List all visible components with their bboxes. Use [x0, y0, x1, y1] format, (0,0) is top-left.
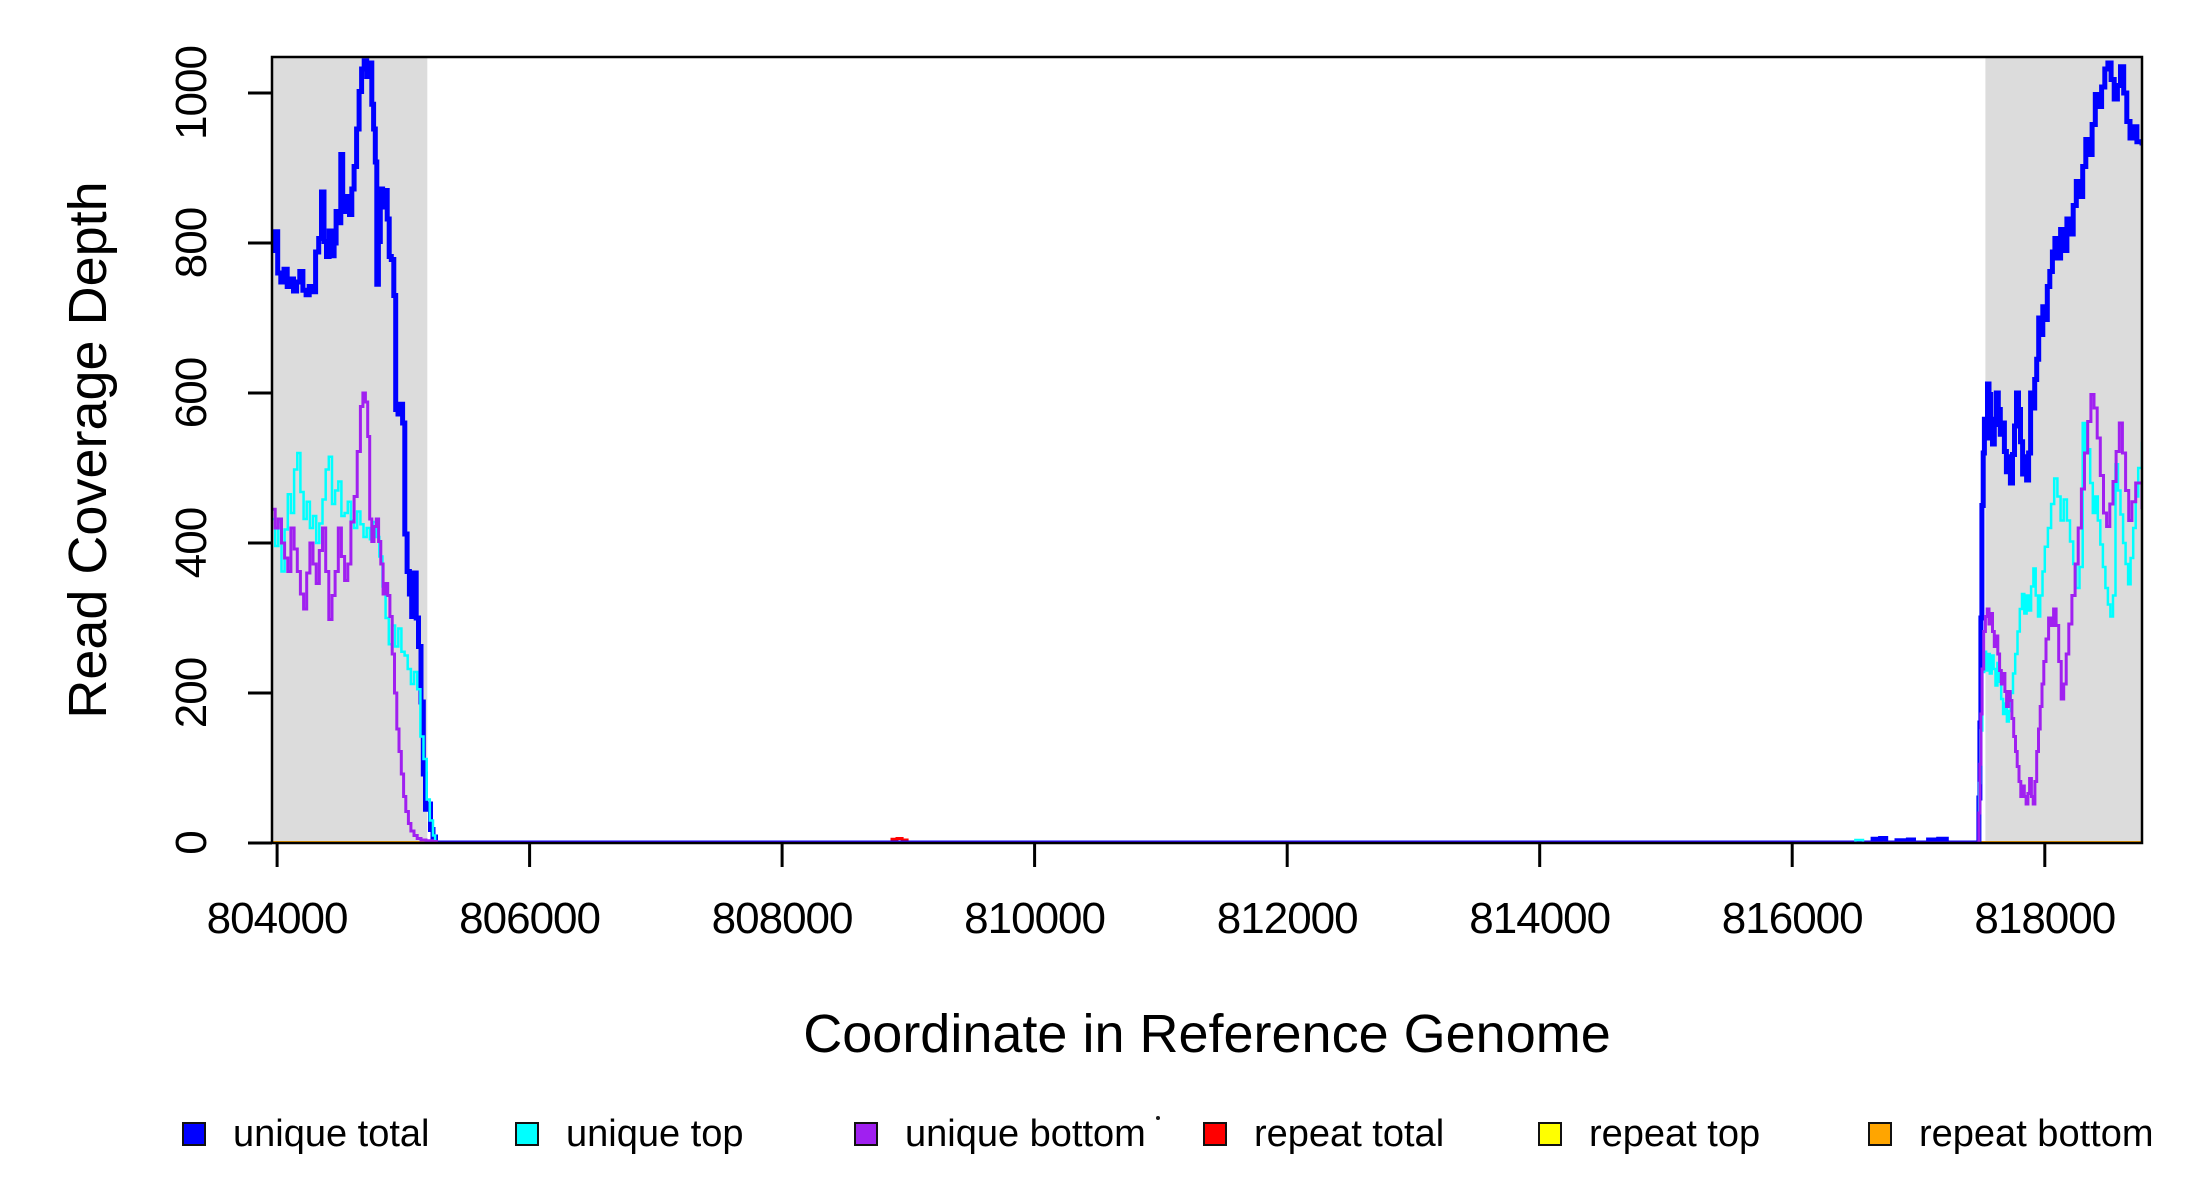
x-tick-label: 804000	[207, 894, 348, 943]
x-tick-label: 810000	[964, 894, 1105, 943]
legend-label-repeat-top: repeat top	[1589, 1112, 1761, 1155]
legend-swatch-unique-total	[182, 1122, 206, 1146]
legend-item-repeat-total: repeat total	[1203, 1113, 1444, 1155]
series-unique-bottom	[272, 391, 2142, 843]
legend-swatch-unique-top	[515, 1122, 539, 1146]
plot-box	[270, 55, 2144, 845]
legend-swatch-repeat-total	[1203, 1122, 1227, 1146]
x-tick-label: 816000	[1722, 894, 1863, 943]
y-tick-label: 200	[167, 658, 216, 728]
legend-swatch-repeat-bottom	[1868, 1122, 1892, 1146]
axes: 804000 806000 808000 810000 812000 814000 8160…	[167, 46, 2144, 943]
series-unique-top	[272, 421, 2142, 843]
y-tick-label: 0	[167, 831, 216, 854]
x-tick-label: 818000	[1974, 894, 2115, 943]
y-axis-title: Read Coverage Depth	[58, 181, 118, 718]
series-unique-total	[272, 58, 2142, 843]
y-tick-label: 400	[167, 508, 216, 578]
x-tick-label: 812000	[1217, 894, 1358, 943]
legend-label-unique-bottom: unique bottom	[905, 1112, 1146, 1155]
legend-label-repeat-bottom: repeat bottom	[1919, 1112, 2154, 1155]
legend-item-repeat-top: repeat top	[1538, 1113, 1760, 1155]
legend-swatch-repeat-top	[1538, 1122, 1562, 1146]
legend-label-unique-total: unique total	[233, 1112, 430, 1155]
x-tick-label: 814000	[1469, 894, 1610, 943]
legend-label-unique-top: unique top	[566, 1112, 744, 1155]
y-tick-label: 600	[167, 358, 216, 428]
stray-mark	[1156, 1116, 1160, 1120]
legend-item-unique-total: unique total	[182, 1113, 430, 1155]
legend-item-unique-top: unique top	[515, 1113, 744, 1155]
legend-item-repeat-bottom: repeat bottom	[1868, 1113, 2153, 1155]
legend-swatch-unique-bottom	[854, 1122, 878, 1146]
x-axis-title: Coordinate in Reference Genome	[803, 1004, 1610, 1064]
x-tick-label: 808000	[712, 894, 853, 943]
y-tick-label: 1000	[167, 46, 216, 140]
x-tick-label: 806000	[459, 894, 600, 943]
legend-label-repeat-total: repeat total	[1254, 1112, 1445, 1155]
shaded-regions	[272, 57, 2142, 843]
y-tick-label: 800	[167, 208, 216, 278]
series-lines	[272, 58, 2142, 843]
legend-item-unique-bottom: unique bottom	[854, 1113, 1146, 1155]
